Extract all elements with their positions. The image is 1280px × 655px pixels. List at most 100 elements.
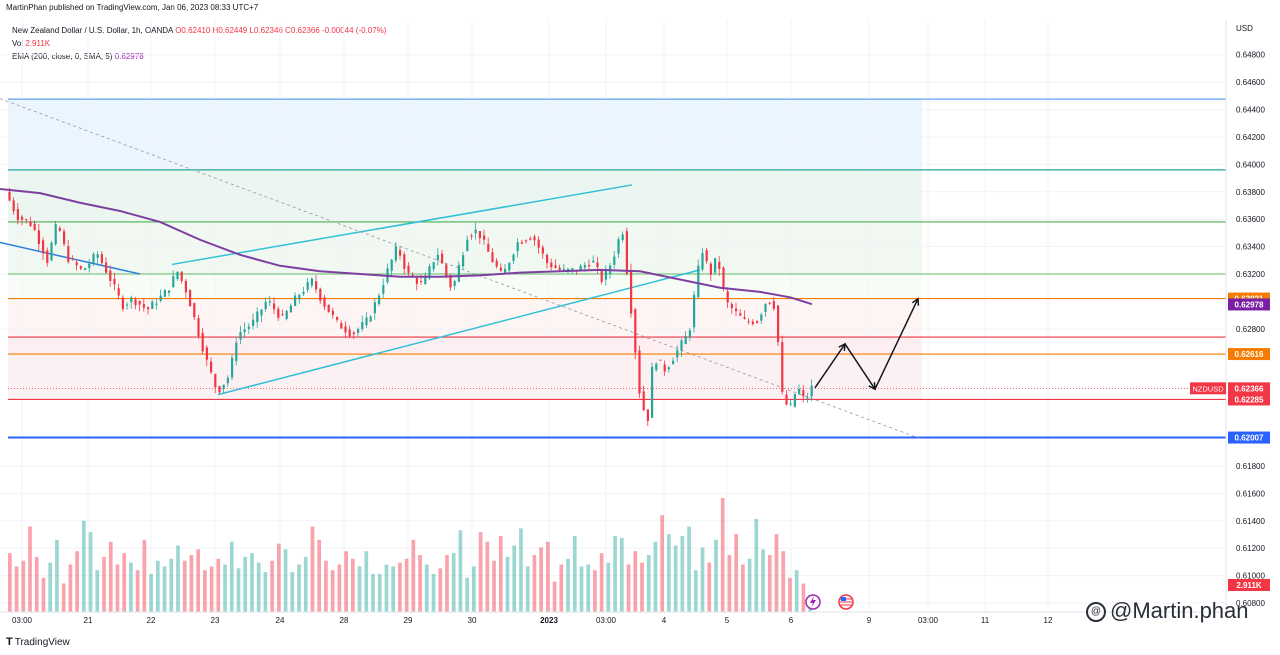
projection-segment bbox=[844, 343, 876, 390]
candle-body bbox=[331, 310, 334, 315]
candle-body bbox=[172, 276, 175, 288]
volume-bar bbox=[788, 577, 792, 612]
price-tag-bg-blue bbox=[1228, 431, 1270, 444]
volume-bar bbox=[586, 564, 591, 612]
price-axis[interactable]: 0.64800 0.64600 0.64400 0.64200 0.64000 0.638… bbox=[1236, 51, 1265, 608]
volume-bar bbox=[619, 537, 624, 612]
legend-ema-label[interactable]: EMA (200, close, 0, SMA, 5) bbox=[12, 52, 113, 61]
volume-bar bbox=[357, 566, 362, 612]
volume-bar bbox=[741, 564, 745, 612]
volume-bar bbox=[317, 539, 322, 612]
candle-body bbox=[764, 303, 767, 312]
volume-bar bbox=[277, 543, 281, 612]
volume-bar bbox=[344, 551, 348, 612]
volume-bar bbox=[350, 558, 355, 612]
volume-bar bbox=[640, 562, 644, 612]
candle-body bbox=[399, 250, 402, 256]
candle-body bbox=[697, 265, 700, 298]
candle-body bbox=[147, 307, 150, 310]
candle-body bbox=[29, 221, 32, 226]
candle-body bbox=[361, 322, 364, 330]
price-tag-bg-red bbox=[1228, 393, 1270, 406]
volume-bar bbox=[734, 534, 738, 612]
candle-body bbox=[756, 321, 759, 323]
projection-arrows bbox=[814, 297, 920, 391]
candle-body bbox=[134, 299, 137, 306]
candle-body bbox=[634, 309, 637, 353]
candle-body bbox=[46, 250, 49, 263]
volume-bar bbox=[465, 577, 469, 612]
volume-bar bbox=[149, 574, 153, 612]
candle-body bbox=[735, 308, 738, 312]
volume-bar bbox=[646, 555, 651, 612]
price-tick-label: 0.64200 bbox=[1236, 133, 1265, 142]
candle-body bbox=[302, 291, 305, 294]
volume-bar bbox=[579, 566, 584, 612]
volume-bar bbox=[458, 530, 463, 612]
volume-bar bbox=[270, 560, 274, 612]
volume-bar bbox=[216, 558, 221, 612]
legend-symbol[interactable]: New Zealand Dollar / U.S. Dollar, 1h, OA… bbox=[12, 26, 173, 35]
legend-volume-row: Vol 2.911K bbox=[12, 37, 386, 50]
news-icon-group[interactable] bbox=[805, 594, 854, 610]
time-axis[interactable]: 03:00 21 22 23 24 28 29 30 2023 03:00 4 5 6 9 03:00 11 1… bbox=[12, 616, 1053, 625]
price-tick-label: 0.64800 bbox=[1236, 51, 1265, 60]
volume-bar bbox=[774, 534, 779, 612]
candle-body bbox=[352, 332, 355, 335]
volume-bar bbox=[135, 570, 140, 612]
candle-body bbox=[462, 255, 465, 267]
candle-body bbox=[63, 231, 66, 244]
volume-bar bbox=[424, 564, 429, 612]
candle-body bbox=[210, 361, 213, 373]
volume-bar bbox=[404, 558, 409, 612]
price-tag-bg-ema bbox=[1228, 298, 1270, 311]
price-tag-bg-orange bbox=[1228, 348, 1270, 361]
volume-bar bbox=[613, 536, 617, 612]
candle-body bbox=[71, 258, 74, 260]
candle-body bbox=[768, 302, 771, 304]
candle-body bbox=[151, 301, 154, 309]
volume-bar bbox=[593, 570, 597, 612]
candle-body bbox=[491, 252, 494, 263]
candle-body bbox=[8, 191, 11, 201]
volume-bar bbox=[398, 562, 402, 612]
candle-body bbox=[550, 262, 553, 268]
legend-vol-label[interactable]: Vol bbox=[12, 39, 24, 48]
volume-bar bbox=[391, 566, 396, 612]
candle-body bbox=[37, 230, 40, 245]
time-tick-label: 9 bbox=[867, 616, 872, 625]
candle-body bbox=[373, 302, 376, 314]
candle-body bbox=[504, 268, 507, 275]
volume-bar bbox=[532, 555, 537, 612]
volume-bar bbox=[626, 564, 631, 612]
candle-body bbox=[730, 304, 733, 309]
candle-body bbox=[54, 224, 57, 245]
candle-body bbox=[205, 347, 208, 360]
price-tick-label: 0.64600 bbox=[1236, 78, 1265, 87]
candle-body bbox=[294, 295, 297, 306]
volume-bar bbox=[250, 553, 254, 612]
candle-body bbox=[525, 240, 528, 242]
candle-body bbox=[12, 200, 15, 212]
volume-bar bbox=[566, 558, 570, 612]
candle-body bbox=[772, 301, 775, 309]
time-tick-label: 03:00 bbox=[918, 616, 939, 625]
volume-bar bbox=[673, 545, 678, 612]
candle-body bbox=[659, 359, 662, 361]
volume-bar bbox=[122, 553, 127, 612]
candle-body bbox=[743, 317, 746, 319]
candle-body bbox=[168, 290, 171, 293]
candle-body bbox=[651, 366, 654, 418]
volume-bar bbox=[660, 515, 665, 612]
candle-body bbox=[520, 242, 523, 244]
tradingview-logo[interactable]: T TradingView bbox=[6, 636, 70, 648]
candle-body bbox=[67, 246, 70, 262]
volume-bar bbox=[371, 574, 375, 612]
projection-arrowhead bbox=[911, 297, 920, 306]
volume-bar bbox=[552, 581, 557, 612]
volume-bar bbox=[384, 564, 389, 612]
volume-bar bbox=[236, 568, 241, 612]
candle-body bbox=[676, 350, 679, 358]
volume-bar bbox=[512, 545, 517, 612]
